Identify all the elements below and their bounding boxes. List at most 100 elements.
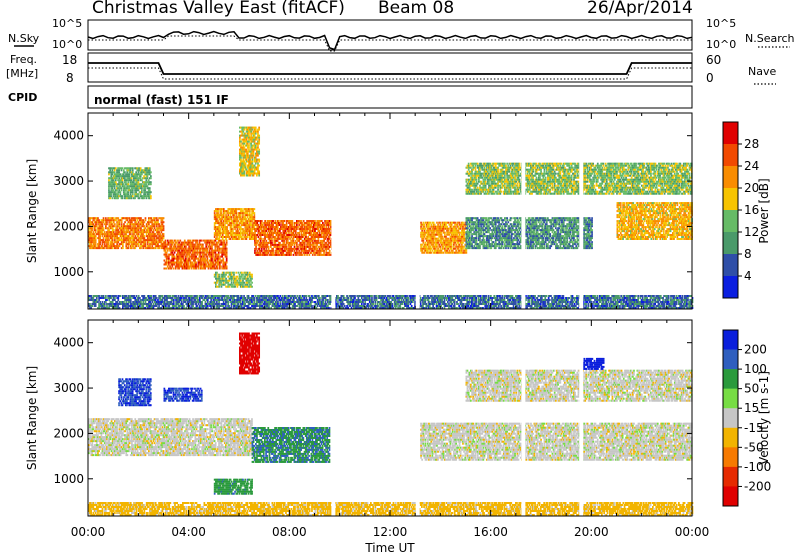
data-cell: [225, 265, 228, 268]
data-cell: [291, 247, 294, 250]
data-cell: [280, 237, 282, 240]
data-cell: [257, 158, 259, 161]
data-cell: [115, 245, 117, 248]
data-cell: [190, 267, 193, 270]
data-cell: [491, 229, 494, 232]
data-cell: [438, 235, 441, 238]
data-cell: [211, 245, 213, 248]
data-cell: [325, 253, 328, 256]
data-cell: [315, 249, 318, 252]
data-cell: [308, 253, 311, 256]
data-cell: [135, 195, 138, 198]
data-cell: [116, 225, 119, 228]
data-cell: [234, 228, 236, 231]
data-cell: [199, 263, 202, 266]
data-cell: [171, 263, 174, 266]
data-cell: [241, 218, 243, 221]
data-cell: [454, 235, 456, 238]
data-cell: [432, 227, 435, 230]
data-cell: [276, 234, 279, 236]
data-cell: [432, 233, 435, 236]
data-cell: [100, 231, 103, 234]
data-cell: [313, 228, 315, 230]
data-cell: [285, 243, 288, 246]
data-cell: [217, 210, 219, 213]
data-cell: [246, 130, 249, 133]
data-cell: [422, 247, 425, 250]
data-cell: [147, 191, 150, 194]
data-cell: [108, 195, 110, 198]
data-cell: [236, 283, 239, 286]
data-cell: [437, 251, 439, 254]
data-cell: [285, 237, 288, 240]
data-cell: [204, 263, 207, 266]
data-cell: [144, 227, 147, 230]
data-cell: [468, 225, 471, 228]
data-cell: [182, 257, 185, 260]
data-cell: [239, 130, 241, 133]
data-cell: [260, 245, 263, 248]
data-cell: [497, 225, 499, 228]
data-cell: [89, 243, 91, 246]
data-cell: [456, 229, 459, 232]
nave-tick-high: 60: [706, 53, 721, 67]
data-cell: [281, 226, 284, 228]
data-cell: [262, 253, 264, 256]
data-cell: [250, 160, 253, 163]
data-cell: [490, 223, 493, 226]
data-cell: [100, 221, 103, 224]
data-cell: [134, 245, 137, 248]
data-cell: [432, 231, 435, 234]
data-cell: [252, 228, 255, 231]
data-cell: [326, 243, 329, 246]
data-cell: [239, 277, 242, 280]
data-cell: [90, 233, 93, 236]
data-cell: [442, 245, 445, 248]
data-cell: [251, 230, 253, 233]
data-cell: [216, 208, 218, 211]
data-cell: [485, 243, 488, 246]
data-cell: [451, 227, 454, 230]
data-cell: [169, 261, 171, 264]
data-cell: [221, 273, 224, 276]
data-cell: [149, 227, 151, 230]
data-cell: [157, 245, 159, 248]
data-cell: [449, 251, 452, 254]
data-cell: [249, 150, 251, 153]
data-cell: [128, 195, 131, 198]
data-cell: [471, 233, 473, 236]
data-cell: [213, 239, 216, 242]
data-cell: [123, 229, 125, 232]
data-cell: [280, 253, 282, 256]
data-cell: [94, 247, 97, 250]
data-cell: [223, 261, 226, 264]
data-cell: [243, 275, 246, 278]
data-cell: [234, 226, 236, 229]
data-cell: [124, 171, 126, 174]
data-cell: [187, 249, 190, 252]
data-cell: [436, 249, 438, 252]
data-cell: [100, 239, 103, 242]
data-cell: [498, 231, 501, 234]
data-cell: [438, 229, 441, 232]
data-cell: [264, 251, 267, 254]
data-cell: [258, 126, 261, 129]
data-cell: [92, 245, 95, 248]
data-cell: [154, 235, 157, 238]
data-cell: [246, 144, 249, 147]
data-cell: [213, 218, 216, 221]
data-cell: [454, 223, 456, 226]
data-cell: [226, 226, 229, 229]
data-cell: [213, 281, 216, 284]
data-cell: [246, 281, 249, 284]
data-cell: [282, 234, 285, 236]
data-cell: [90, 221, 93, 224]
data-cell: [492, 225, 495, 228]
data-cell: [288, 222, 290, 224]
data-cell: [431, 249, 434, 252]
data-cell: [246, 279, 249, 282]
data-cell: [131, 245, 133, 248]
data-cell: [256, 158, 258, 161]
data-cell: [224, 216, 226, 219]
data-cell: [227, 218, 230, 221]
